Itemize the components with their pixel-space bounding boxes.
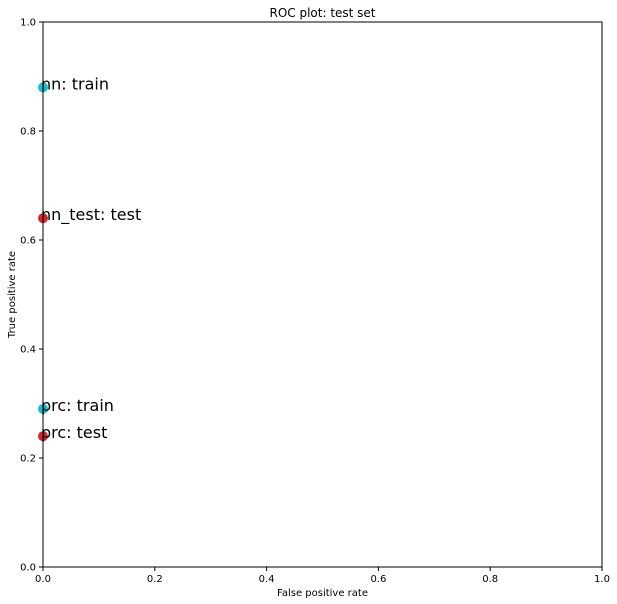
y-axis-label: True positive rate xyxy=(7,251,18,339)
x-tick-label: 0.0 xyxy=(35,574,51,585)
y-tick-label: 0.4 xyxy=(20,345,36,356)
x-tick-label: 0.6 xyxy=(370,574,386,585)
y-tick-label: 0.6 xyxy=(20,236,36,247)
point-label: prc: test xyxy=(41,423,107,442)
point-label: nn: train xyxy=(41,74,109,93)
y-tick-label: 0.8 xyxy=(20,127,36,138)
x-tick-label: 1.0 xyxy=(594,574,610,585)
x-tick-label: 0.4 xyxy=(259,574,275,585)
x-axis-label: False positive rate xyxy=(277,588,368,599)
point-label: nn_test: test xyxy=(41,205,141,225)
y-tick-label: 0.2 xyxy=(20,454,36,465)
y-tick-label: 0.0 xyxy=(20,563,36,574)
x-tick-label: 0.2 xyxy=(147,574,163,585)
point-label: prc: train xyxy=(41,396,114,415)
y-tick-label: 1.0 xyxy=(20,18,36,29)
x-tick-label: 0.8 xyxy=(482,574,498,585)
chart-title: ROC plot: test set xyxy=(269,6,375,20)
plot-area-frame xyxy=(42,21,603,568)
